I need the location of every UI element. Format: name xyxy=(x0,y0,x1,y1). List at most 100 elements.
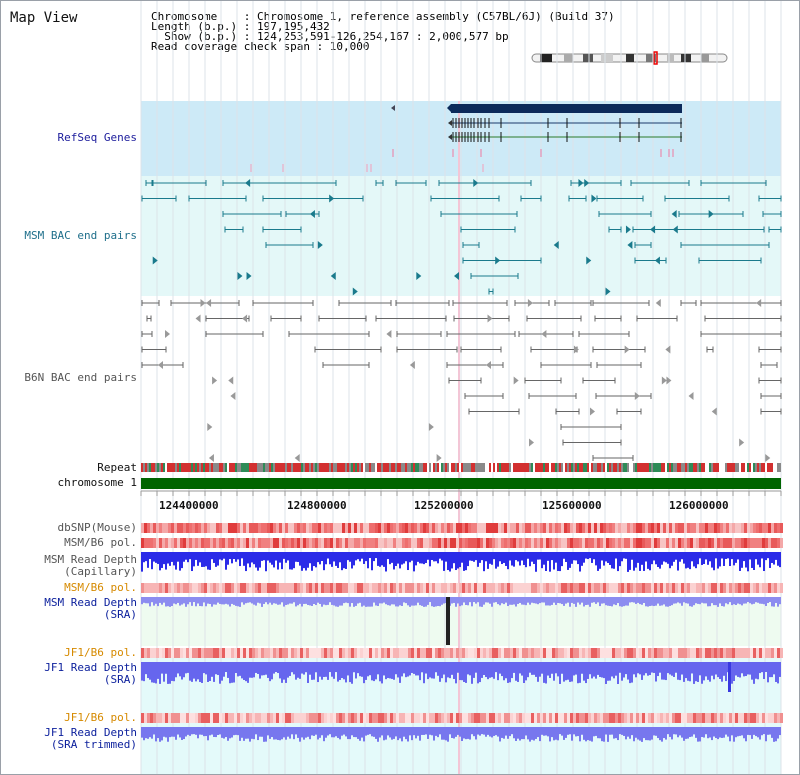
jf1-sra-depth xyxy=(293,662,295,675)
repeat-segment xyxy=(771,463,773,472)
msm-b6-pol-cell xyxy=(591,538,594,548)
msm-sra-depth xyxy=(253,597,255,605)
jf1-trim-depth xyxy=(745,727,747,742)
msm-b6-pol2-cell xyxy=(666,583,669,593)
repeat-segment xyxy=(179,463,181,472)
jf1-sra-depth xyxy=(367,662,369,677)
jf1-b6-pol2-cell xyxy=(303,713,306,723)
msm-b6-pol2-cell xyxy=(657,583,660,593)
jf1-trim-depth xyxy=(185,727,187,737)
jf1-sra-depth xyxy=(643,662,645,676)
jf1-sra-depth xyxy=(247,662,249,683)
dbsnp-cell xyxy=(174,523,177,533)
msm-sra-depth xyxy=(385,597,387,605)
jf1-sra-depth xyxy=(337,662,339,682)
msm-capillary-depth xyxy=(243,552,245,566)
msm-sra-depth xyxy=(441,597,443,605)
dbsnp-cell xyxy=(219,523,222,533)
transcript-arrow xyxy=(448,134,452,140)
dbsnp-cell xyxy=(408,523,411,533)
msm-sra-depth xyxy=(215,597,217,605)
jf1-b6-pol-cell xyxy=(615,648,618,658)
repeat-segment xyxy=(545,463,547,472)
msm-sra-depth xyxy=(615,597,617,606)
msm-sra-depth xyxy=(623,597,625,607)
jf1-b6-pol2-cell xyxy=(753,713,756,723)
repeat-segment xyxy=(515,463,517,472)
msm-b6-pol2-cell xyxy=(444,583,447,593)
jf1-sra-depth xyxy=(655,662,657,682)
msm-sra-depth xyxy=(341,597,343,606)
msm-capillary-depth xyxy=(745,552,747,568)
msm-sra-depth xyxy=(535,597,537,604)
jf1-b6-pol2-cell xyxy=(144,713,147,723)
msm-sra-depth xyxy=(591,597,593,603)
b6n-bac-pair-arrow xyxy=(208,454,214,462)
dbsnp-cell xyxy=(663,523,666,533)
jf1-sra-depth xyxy=(603,662,605,679)
jf1-b6-pol2-cell xyxy=(414,713,417,723)
jf1-sra-depth xyxy=(599,662,601,677)
msm-bac-pair-arrow xyxy=(352,287,358,296)
repeat-segment xyxy=(217,463,219,472)
jf1-b6-pol-cell xyxy=(648,648,651,658)
repeat-segment xyxy=(393,463,395,472)
track-label-repeat: Repeat xyxy=(97,461,137,474)
msm-b6-pol2-cell xyxy=(558,583,561,593)
jf1-trim-depth xyxy=(387,727,389,736)
msm-b6-pol-cell xyxy=(147,538,150,548)
msm-capillary-depth xyxy=(659,552,661,569)
jf1-sra-depth xyxy=(653,662,655,673)
repeat-segment xyxy=(597,463,599,472)
jf1-b6-pol2-cell xyxy=(309,713,312,723)
repeat-segment xyxy=(637,463,639,472)
jf1-b6-pol-cell xyxy=(678,648,681,658)
msm-capillary-depth xyxy=(237,552,239,560)
msm-b6-pol-cell xyxy=(243,538,246,548)
msm-capillary-depth xyxy=(273,552,275,568)
msm-b6-pol2-cell xyxy=(234,583,237,593)
msm-b6-pol2-cell xyxy=(159,583,162,593)
repeat-segment xyxy=(577,463,579,472)
jf1-trim-depth xyxy=(189,727,191,736)
repeat-segment xyxy=(465,463,467,472)
repeat-segment xyxy=(451,463,453,472)
msm-sra-depth xyxy=(663,597,665,605)
jf1-trim-depth xyxy=(201,727,203,735)
msm-sra-depth xyxy=(677,597,679,603)
msm-capillary-depth xyxy=(771,552,773,563)
dbsnp-cell xyxy=(339,523,342,533)
b6n-bac-pair-arrow xyxy=(661,376,667,385)
jf1-sra-depth xyxy=(773,662,775,675)
jf1-b6-pol2-cell xyxy=(642,713,645,723)
repeat-segment xyxy=(483,463,485,472)
jf1-trim-depth xyxy=(625,727,627,740)
b6n-bac-pair-arrow xyxy=(573,345,579,354)
msm-capillary-depth xyxy=(227,552,229,565)
jf1-sra-depth xyxy=(553,662,555,681)
jf1-b6-pol-cell xyxy=(498,648,501,658)
dbsnp-cell xyxy=(756,523,759,533)
jf1-sra-depth xyxy=(143,662,145,682)
repeat-segment xyxy=(425,463,427,472)
jf1-trim-depth xyxy=(701,727,703,738)
msm-capillary-depth xyxy=(157,552,159,564)
jf1-sra-depth xyxy=(233,662,235,683)
msm-sra-depth xyxy=(189,597,191,603)
msm-bac-pair-arrow xyxy=(416,272,422,280)
repeat-segment xyxy=(679,463,681,472)
jf1-b6-pol2-cell xyxy=(375,713,378,723)
jf1-b6-pol-cell xyxy=(582,648,585,658)
jf1-b6-pol2-cell xyxy=(732,713,735,723)
jf1-trim-depth xyxy=(679,727,681,736)
msm-capillary-depth xyxy=(219,552,221,560)
msm-b6-pol-cell xyxy=(261,538,264,548)
jf1-sra-depth xyxy=(239,662,241,676)
jf1-sra-depth xyxy=(435,662,437,673)
jf1-b6-pol2-cell xyxy=(747,713,750,723)
jf1-b6-pol2-cell xyxy=(207,713,210,723)
msm-sra-depth xyxy=(149,597,151,607)
dbsnp-cell xyxy=(312,523,315,533)
jf1-trim-depth xyxy=(527,727,529,740)
